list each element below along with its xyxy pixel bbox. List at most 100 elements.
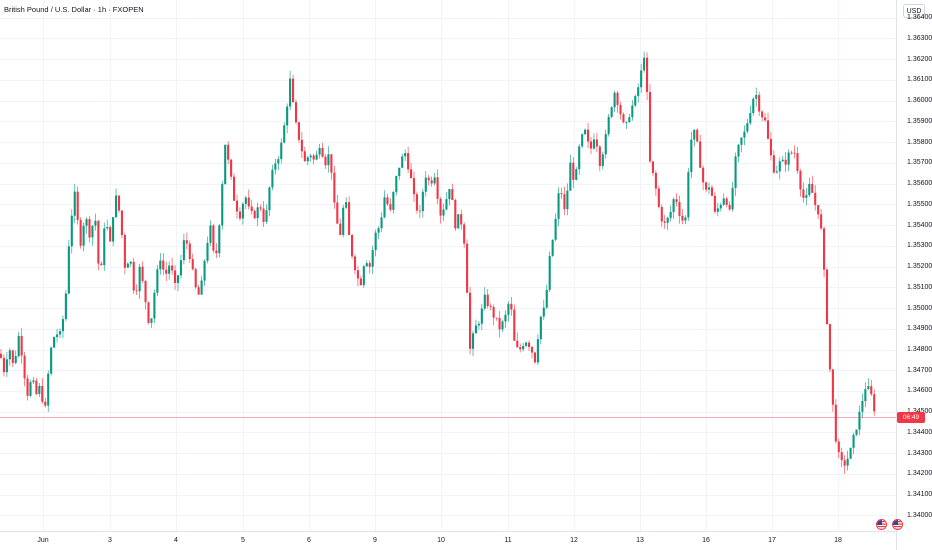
candle-body — [681, 215, 684, 221]
candle-body — [648, 91, 652, 162]
candle-body — [755, 95, 758, 99]
candle-body — [725, 198, 728, 205]
candle-body — [643, 57, 646, 71]
candle-body — [713, 195, 716, 212]
candle-body — [607, 116, 610, 135]
price-tick-label: 1.35500 — [907, 200, 932, 208]
candle-body — [817, 205, 820, 215]
candle-body — [448, 189, 451, 200]
currency-button[interactable]: USD — [903, 4, 925, 18]
candle-body — [271, 169, 274, 188]
candle-body — [47, 373, 50, 406]
candle-body — [348, 202, 351, 235]
candle-body — [811, 183, 814, 193]
candle-body — [233, 176, 236, 201]
candle-body — [50, 347, 53, 374]
candle-body — [395, 176, 398, 192]
candle-body — [631, 105, 634, 118]
price-tick-label: 1.34100 — [907, 491, 932, 499]
candle-body — [109, 227, 112, 242]
candle-body — [64, 293, 67, 320]
price-tick-label: 1.35900 — [907, 117, 932, 125]
candle-body — [743, 131, 746, 138]
candle-body — [870, 386, 873, 395]
candle-body — [557, 193, 560, 219]
candle-body — [404, 153, 407, 157]
candle-body — [132, 261, 135, 291]
candle-body — [179, 260, 182, 276]
candle-body — [769, 138, 772, 156]
candle-body — [646, 57, 649, 92]
candle-body — [699, 141, 702, 168]
candle-body — [141, 266, 144, 281]
candle-body — [333, 172, 336, 203]
price-tick-label: 1.36400 — [907, 14, 932, 22]
candle-body — [637, 87, 640, 97]
us-flag-icon[interactable] — [892, 519, 903, 530]
candle-body — [772, 155, 775, 173]
price-tick-label: 1.34200 — [907, 470, 932, 478]
candle-body — [129, 261, 132, 264]
candle-body — [578, 146, 581, 170]
candle-body — [761, 111, 764, 118]
candle-body — [858, 411, 861, 430]
candle-body — [191, 259, 194, 270]
candle-body — [351, 234, 354, 257]
candle-body — [362, 266, 365, 286]
candle-body — [345, 202, 348, 208]
candles[interactable] — [0, 51, 876, 474]
candle-body — [814, 192, 817, 206]
us-flag-icon[interactable] — [876, 519, 887, 530]
candle-body — [67, 246, 70, 294]
date-tick-label: 4 — [174, 537, 178, 544]
candle-body — [457, 214, 460, 229]
candle-body — [250, 206, 253, 211]
candle-body — [253, 210, 256, 219]
price-tick-label: 1.35000 — [907, 304, 932, 312]
candle-body — [5, 359, 8, 373]
candle-body — [454, 200, 457, 229]
price-tick-label: 1.34900 — [907, 325, 932, 333]
candle-body — [584, 129, 587, 135]
candle-body — [330, 154, 333, 173]
candle-body — [519, 347, 522, 350]
candle-body — [268, 187, 271, 211]
candle-body — [840, 452, 843, 461]
candle-body — [610, 107, 613, 117]
candle-body — [678, 202, 681, 216]
candle-body — [492, 307, 495, 318]
candle-body — [135, 290, 138, 292]
candle-body — [200, 280, 203, 295]
candle-body — [483, 294, 486, 309]
candle-body — [486, 294, 489, 307]
date-tick-label: 3 — [108, 537, 112, 544]
candle-body — [150, 318, 153, 323]
candle-body — [672, 199, 675, 212]
candle-body — [852, 434, 855, 448]
candle-body — [554, 218, 557, 240]
candle-body — [843, 460, 846, 466]
candle-body — [439, 198, 442, 216]
candle-body — [820, 214, 823, 229]
candle-body — [424, 177, 427, 192]
candle-body — [663, 221, 666, 223]
candle-body — [244, 197, 247, 204]
candle-body — [864, 389, 867, 402]
candle-body — [309, 155, 312, 158]
candle-body — [76, 191, 79, 220]
candle-body — [120, 210, 123, 236]
candle-body — [799, 171, 802, 190]
candle-body — [224, 144, 227, 185]
candle-body — [100, 263, 103, 266]
candle-body — [660, 206, 663, 222]
candle-body — [380, 217, 383, 229]
candle-body — [507, 303, 510, 315]
candle-body — [616, 92, 619, 105]
candle-body — [808, 183, 811, 196]
candle-body — [696, 129, 699, 142]
candle-body — [20, 336, 23, 356]
candle-body — [445, 199, 448, 210]
candle-body — [289, 78, 292, 107]
